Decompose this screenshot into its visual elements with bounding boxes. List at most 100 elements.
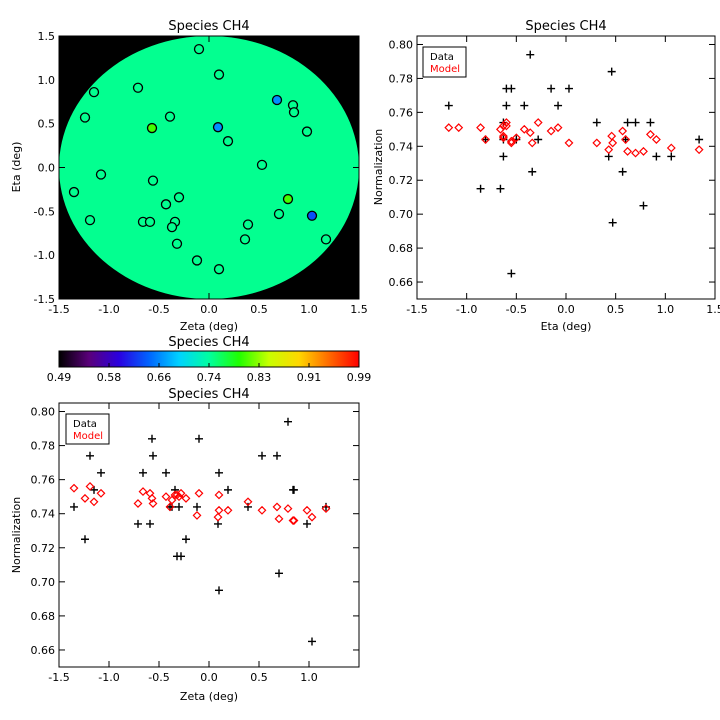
eta-x-tick-label: -0.5 — [506, 303, 527, 316]
zeta-data-point — [215, 586, 223, 595]
eta-data-point — [623, 118, 632, 127]
zeta-model-point — [257, 505, 267, 515]
map-frame — [58, 35, 360, 300]
zeta-title: Species CH4 — [168, 387, 249, 402]
eta-model-point — [519, 124, 529, 134]
map-point — [68, 186, 80, 198]
zeta-data-point — [215, 468, 223, 477]
eta-data-point — [618, 167, 627, 176]
zeta-data-point — [148, 434, 156, 443]
zeta-model-point — [321, 504, 331, 514]
eta-data-point — [695, 135, 704, 144]
map-y-tick-label: -1.5 — [34, 293, 55, 306]
zeta-model-point — [133, 499, 143, 508]
zeta-model-point — [223, 505, 233, 515]
eta-data-point — [528, 167, 537, 176]
eta-model-point — [511, 133, 521, 143]
map-point — [242, 219, 254, 230]
zeta-model-point — [302, 505, 312, 515]
zeta-model-point — [167, 495, 177, 505]
colorbar-tick-label: 0.49 — [47, 371, 72, 384]
map-point — [256, 159, 268, 171]
eta-data-point — [534, 135, 543, 144]
map-point — [301, 126, 313, 137]
map-x-tick-label: 1.0 — [300, 303, 318, 316]
zeta-model-point — [174, 492, 184, 502]
eta-title: Species CH4 — [525, 19, 606, 34]
eta-y-tick-label: 0.70 — [389, 208, 414, 221]
zeta-data-point — [258, 451, 266, 460]
map-point — [222, 136, 234, 147]
map-points — [68, 44, 332, 275]
map-point — [306, 210, 318, 221]
eta-y-tick-label: 0.72 — [389, 174, 414, 187]
eta-model-point — [645, 129, 655, 139]
eta-model-point — [501, 118, 511, 127]
eta-x-label: Eta (deg) — [541, 320, 592, 333]
zeta-legend-box — [65, 413, 110, 445]
eta-data-point — [496, 184, 505, 193]
zeta-data-point — [134, 519, 142, 528]
eta-x-tick-label: 0.0 — [557, 303, 575, 316]
map-y-tick-label: -0.5 — [34, 205, 55, 218]
map-x-tick-label: -1.0 — [98, 303, 119, 316]
eta-model-point — [564, 138, 574, 148]
zeta-model-point — [176, 488, 186, 498]
eta-data-point — [554, 101, 563, 110]
zeta-model-point — [272, 502, 282, 512]
map-x-ticks: -1.5 -1.0 -0.5 0.0 0.5 1.0 1.5 — [48, 36, 368, 316]
eta-data-point — [507, 84, 516, 93]
zeta-model-point — [85, 482, 95, 491]
zeta-y-tick-label: 0.66 — [31, 644, 56, 657]
zeta-data-point — [275, 569, 283, 578]
zeta-data-point — [90, 485, 98, 494]
eta-data-point — [502, 101, 511, 110]
eta-data-point — [607, 67, 616, 76]
eta-model-point — [476, 123, 486, 133]
eta-data-point — [592, 118, 601, 127]
zeta-y-tick-label: 0.68 — [31, 610, 56, 623]
map-x-tick-label: -0.5 — [148, 303, 169, 316]
zeta-legend-model: Model — [73, 431, 103, 442]
map-point — [320, 234, 332, 245]
map-point — [146, 122, 158, 134]
zeta-model-point — [213, 512, 223, 522]
zeta-model-point — [138, 487, 148, 497]
eta-model-point — [607, 131, 617, 141]
eta-data-point — [481, 135, 490, 144]
map-y-tick-label: -1.0 — [34, 249, 55, 262]
zeta-y-label: Normalization — [10, 497, 23, 573]
map-point — [164, 111, 176, 122]
zeta-data-point — [284, 417, 292, 426]
eta-model-point — [498, 131, 508, 141]
zeta-x-ticks: -1.5 -1.0 -0.5 0.0 0.5 1.0 — [48, 403, 318, 684]
zeta-model-point — [80, 493, 90, 503]
zeta-data-point — [86, 451, 94, 460]
zeta-data-point — [273, 451, 281, 460]
eta-model-point — [527, 138, 537, 148]
map-point — [288, 107, 300, 118]
zeta-data-point — [308, 637, 316, 646]
zeta-model-point — [243, 497, 253, 507]
colorbar-tick-label: 0.66 — [147, 371, 172, 384]
zeta-model-point — [274, 514, 284, 524]
zeta-data-point — [290, 485, 298, 494]
zeta-x-tick-label: -0.5 — [148, 671, 169, 684]
zeta-data-point — [162, 468, 170, 477]
eta-data-point — [639, 201, 648, 210]
eta-model-series — [444, 118, 704, 158]
eta-data-point — [526, 50, 535, 59]
zeta-y-tick-label: 0.72 — [31, 542, 56, 555]
map-point — [239, 234, 251, 245]
map-point — [79, 112, 91, 123]
eta-y-tick-label: 0.68 — [389, 242, 414, 255]
colorbar-tick-label: 0.74 — [197, 371, 222, 384]
eta-data-point — [564, 84, 573, 93]
zeta-data-point — [81, 535, 89, 544]
colorbar-tick-label: 0.58 — [97, 371, 122, 384]
zeta-y-tick-label: 0.80 — [31, 406, 56, 419]
eta-model-point — [481, 135, 490, 144]
eta-model-point — [639, 146, 648, 156]
zeta-model-point — [288, 516, 298, 525]
